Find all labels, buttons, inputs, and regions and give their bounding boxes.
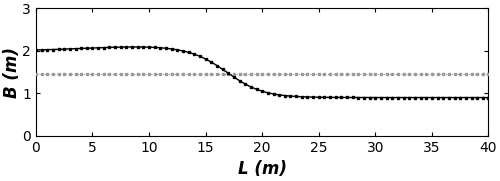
Y-axis label: B (m): B (m) (3, 47, 21, 98)
X-axis label: L (m): L (m) (238, 160, 286, 178)
